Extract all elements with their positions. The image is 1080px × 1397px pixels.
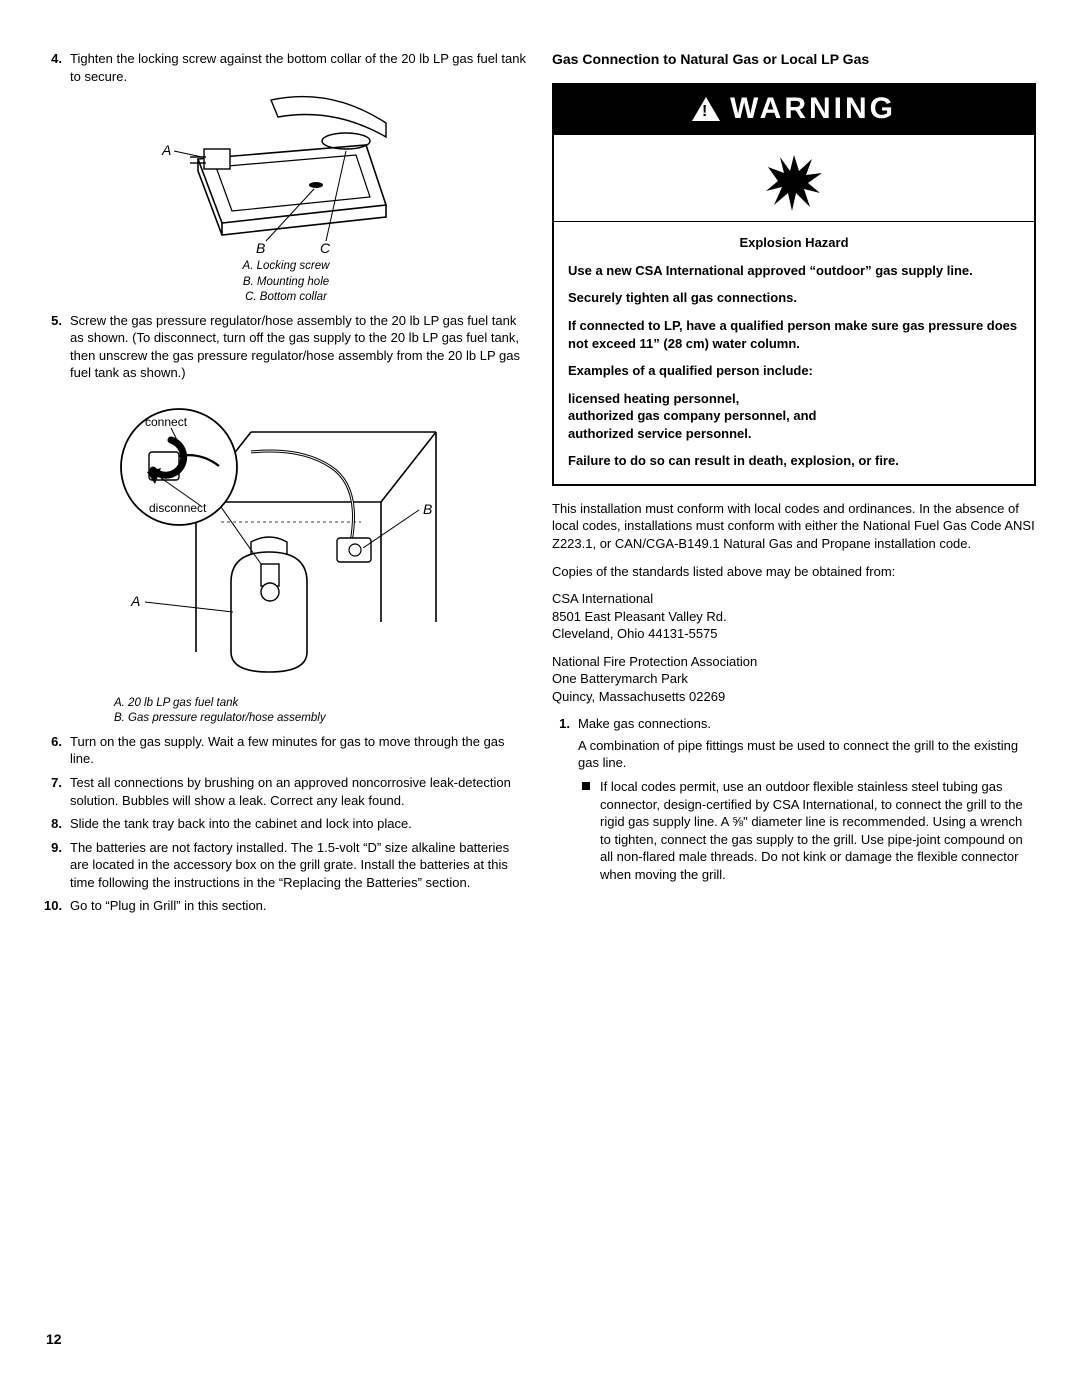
step-text: Slide the tank tray back into the cabine… xyxy=(70,815,528,833)
step-4: 4. Tighten the locking screw against the… xyxy=(44,50,528,85)
fig2-cap-a: A. 20 lb LP gas fuel tank xyxy=(114,696,528,712)
step-6: 6. Turn on the gas supply. Wait a few mi… xyxy=(44,733,528,768)
step-7: 7. Test all connections by brushing on a… xyxy=(44,774,528,809)
warning-box: WARNING Explosion Hazard Use a new CSA I… xyxy=(552,83,1036,486)
fig2-label-b: B xyxy=(423,501,432,517)
figure-2-caption: A. 20 lb LP gas fuel tank B. Gas pressur… xyxy=(44,696,528,727)
figure-1-caption: A. Locking screw B. Mounting hole C. Bot… xyxy=(44,259,528,306)
fig1-cap-a: A. Locking screw xyxy=(44,259,528,275)
step-text-2: A combination of pipe fittings must be u… xyxy=(578,737,1036,772)
warning-label: WARNING xyxy=(730,89,896,130)
warning-body: Explosion Hazard Use a new CSA Internati… xyxy=(554,222,1034,483)
warning-p6: Failure to do so can result in death, ex… xyxy=(568,452,1020,470)
bullet-text: If local codes permit, use an outdoor fl… xyxy=(600,778,1036,883)
explosion-icon xyxy=(764,153,824,211)
warning-p2: Securely tighten all gas connections. xyxy=(568,289,1020,307)
page-number: 12 xyxy=(46,1330,62,1349)
fig1-label-a: A xyxy=(161,142,171,158)
fig1-label-b: B xyxy=(256,240,265,255)
warning-triangle-icon xyxy=(692,97,720,121)
fig1-cap-c: C. Bottom collar xyxy=(44,290,528,306)
step-number: 8. xyxy=(44,815,70,833)
figure-locking-screw: A B C A. Locking screw B. Mounting hole … xyxy=(44,95,528,306)
right-step-1: 1. Make gas connections. A combination o… xyxy=(552,715,1036,772)
left-column: 4. Tighten the locking screw against the… xyxy=(44,50,528,921)
step-body: Make gas connections. A combination of p… xyxy=(578,715,1036,772)
step-number: 9. xyxy=(44,839,70,892)
fig2-disconnect: disconnect xyxy=(149,501,207,515)
fig1-label-c: C xyxy=(320,240,331,255)
nfpa-address: National Fire Protection Association One… xyxy=(552,653,1036,706)
hazard-title: Explosion Hazard xyxy=(568,234,1020,252)
step-10: 10. Go to “Plug in Grill” in this sectio… xyxy=(44,897,528,915)
warning-p5: licensed heating personnel, authorized g… xyxy=(568,390,1020,443)
step-number: 6. xyxy=(44,733,70,768)
explosion-icon-area xyxy=(554,135,1034,222)
figure-locking-screw-svg: A B C xyxy=(156,95,416,255)
warning-header: WARNING xyxy=(554,85,1034,136)
conformance-para: This installation must conform with loca… xyxy=(552,500,1036,553)
gas-connection-title: Gas Connection to Natural Gas or Local L… xyxy=(552,50,1036,69)
fig2-cap-b: B. Gas pressure regulator/hose assembly xyxy=(114,711,528,727)
fig1-cap-b: B. Mounting hole xyxy=(44,275,528,291)
step-number: 5. xyxy=(44,312,70,382)
warning-p3: If connected to LP, have a qualified per… xyxy=(568,317,1020,352)
csa-address: CSA International 8501 East Pleasant Val… xyxy=(552,590,1036,643)
step-text: Turn on the gas supply. Wait a few minut… xyxy=(70,733,528,768)
warning-p4: Examples of a qualified person include: xyxy=(568,362,1020,380)
step-text: Go to “Plug in Grill” in this section. xyxy=(70,897,528,915)
step-text: Test all connections by brushing on an a… xyxy=(70,774,528,809)
page-columns: 4. Tighten the locking screw against the… xyxy=(44,50,1036,921)
fig2-label-a: A xyxy=(130,593,140,609)
step-5: 5. Screw the gas pressure regulator/hose… xyxy=(44,312,528,382)
warning-p1: Use a new CSA International approved “ou… xyxy=(568,262,1020,280)
step-text: Make gas connections. xyxy=(578,715,1036,733)
step-text: The batteries are not factory installed.… xyxy=(70,839,528,892)
step-number: 4. xyxy=(44,50,70,85)
step-text: Tighten the locking screw against the bo… xyxy=(70,50,528,85)
step-text: Screw the gas pressure regulator/hose as… xyxy=(70,312,528,382)
bullet-1: If local codes permit, use an outdoor fl… xyxy=(582,778,1036,883)
step-number: 7. xyxy=(44,774,70,809)
fig2-connect: connect xyxy=(145,415,188,429)
copies-para: Copies of the standards listed above may… xyxy=(552,563,1036,581)
right-column: Gas Connection to Natural Gas or Local L… xyxy=(552,50,1036,921)
step-8: 8. Slide the tank tray back into the cab… xyxy=(44,815,528,833)
figure-regulator: connect disconnect B A A. 20 lb LP gas f… xyxy=(44,392,528,727)
step-number: 1. xyxy=(552,715,578,772)
figure-regulator-svg: connect disconnect B A xyxy=(101,392,471,692)
step-9: 9. The batteries are not factory install… xyxy=(44,839,528,892)
square-bullet-icon xyxy=(582,782,590,790)
step-number: 10. xyxy=(44,897,70,915)
